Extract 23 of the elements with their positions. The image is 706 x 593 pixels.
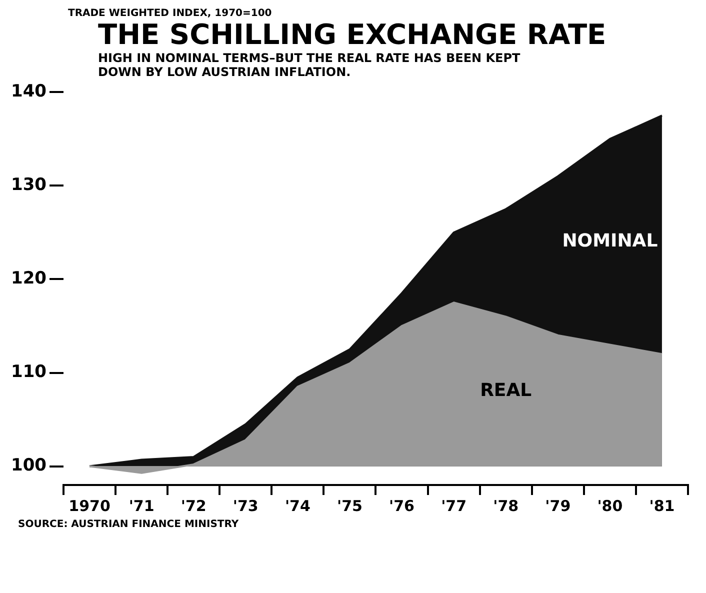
x-tick-label: '81: [649, 496, 675, 515]
series-label: NOMINAL: [562, 230, 658, 252]
y-tick-label: 120: [10, 268, 47, 289]
source-note: SOURCE: AUSTRIAN FINANCE MINISTRY: [18, 519, 240, 530]
x-tick-label: '72: [180, 496, 206, 515]
x-tick-label: '75: [336, 496, 362, 515]
y-tick-label: 140: [10, 82, 47, 102]
x-tick-label: '79: [545, 496, 571, 515]
x-tick-label: '71: [128, 496, 154, 515]
x-tick-label: '76: [389, 496, 414, 515]
x-tick-label: '77: [441, 496, 467, 515]
y-tick-label: 110: [10, 362, 47, 382]
x-tick-label: '74: [284, 496, 310, 515]
y-tick-label: 130: [10, 175, 47, 196]
y-tick-label: 100: [10, 456, 47, 476]
x-tick-label: '80: [597, 496, 623, 515]
x-tick-label: 1970: [68, 496, 110, 515]
text: TRADE WEIGHTED INDEX, 1970=100: [68, 8, 273, 19]
chart-subtitle: HIGH IN NOMINAL TERMS–BUT THE REAL RATE HAS BEEN KEPT DOWN BY LOW AUSTRIAN INFLATION.: [98, 51, 522, 79]
chart-title: THE SCHILLING EXCHANGE RATE: [98, 18, 608, 51]
x-tick-label: '73: [232, 496, 258, 515]
x-tick-label: '78: [493, 496, 519, 515]
series-label: REAL: [480, 380, 532, 402]
